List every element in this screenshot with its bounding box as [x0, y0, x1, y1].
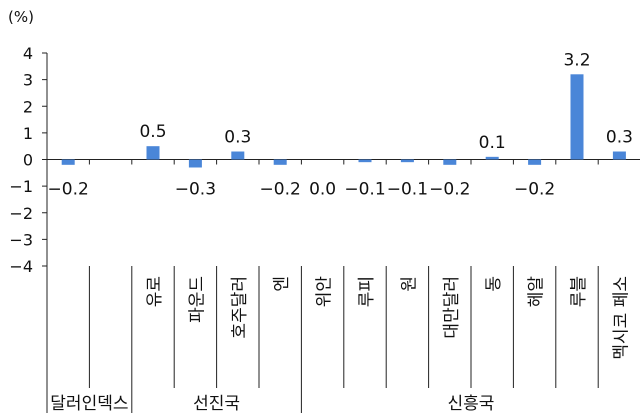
bar: [612, 151, 626, 160]
value-label: 0.1: [479, 133, 506, 153]
bar: [61, 159, 75, 165]
category-label: 위안: [315, 276, 335, 308]
category-label: 동: [484, 276, 504, 292]
bar: [443, 159, 457, 165]
y-tick-label: 3: [23, 71, 33, 90]
bar: [570, 74, 584, 160]
y-tick-label: −3: [9, 230, 33, 249]
category-label: 멕시코 페소: [611, 276, 631, 360]
value-label: 3.2: [563, 50, 590, 70]
y-tick-label: −1: [9, 177, 33, 196]
value-labels: −0.20.5−0.30.3−0.2 0.0 −0.1 −0.1 −0.20.1−0.2…: [48, 50, 633, 199]
bars-group: [61, 74, 626, 168]
y-tick-label: 1: [23, 124, 33, 143]
value-label: −0.1: [344, 180, 385, 200]
value-label: −0.2: [514, 180, 555, 200]
y-tick-label: 0: [23, 151, 33, 170]
value-label: −0.3: [175, 180, 216, 200]
y-tick-label: 4: [23, 44, 33, 63]
value-label: 0.3: [606, 128, 633, 148]
value-label: 0.3: [224, 128, 251, 148]
bar: [485, 156, 499, 160]
group-label: 달러인덱스: [50, 394, 128, 414]
category-label: 루피: [357, 276, 377, 307]
y-tick-label: −4: [9, 257, 33, 276]
group-label: 신흥국: [448, 394, 495, 414]
category-label: 유로: [145, 276, 165, 307]
bar: [528, 159, 542, 165]
y-tick-label: 2: [23, 97, 33, 116]
category-label: 파운드: [187, 276, 207, 323]
category-label: 엔: [272, 276, 292, 292]
value-label: −0.2: [429, 180, 470, 200]
category-label: 루블: [569, 276, 589, 307]
bar: [273, 159, 287, 165]
bar: [146, 146, 160, 160]
y-axis: 4 3 2 1 0 −1 −2 −3 −4: [9, 44, 640, 276]
value-label: −0.1: [387, 180, 428, 200]
bar: [231, 151, 245, 160]
category-label: 대만달러: [442, 276, 462, 339]
value-label: 0.0: [309, 180, 336, 200]
category-label: 원: [399, 276, 419, 292]
unit-label: (%): [8, 8, 34, 26]
value-label: −0.2: [260, 180, 301, 200]
y-tick-label: −2: [9, 204, 33, 223]
value-label: 0.5: [139, 122, 166, 142]
bar: [188, 159, 202, 168]
bar: [358, 159, 372, 163]
category-label: 호주달러: [230, 276, 250, 339]
group-label: 선진국: [193, 394, 240, 414]
bar: [400, 159, 414, 163]
category-label: 헤알: [527, 276, 547, 308]
value-label: −0.2: [48, 180, 89, 200]
